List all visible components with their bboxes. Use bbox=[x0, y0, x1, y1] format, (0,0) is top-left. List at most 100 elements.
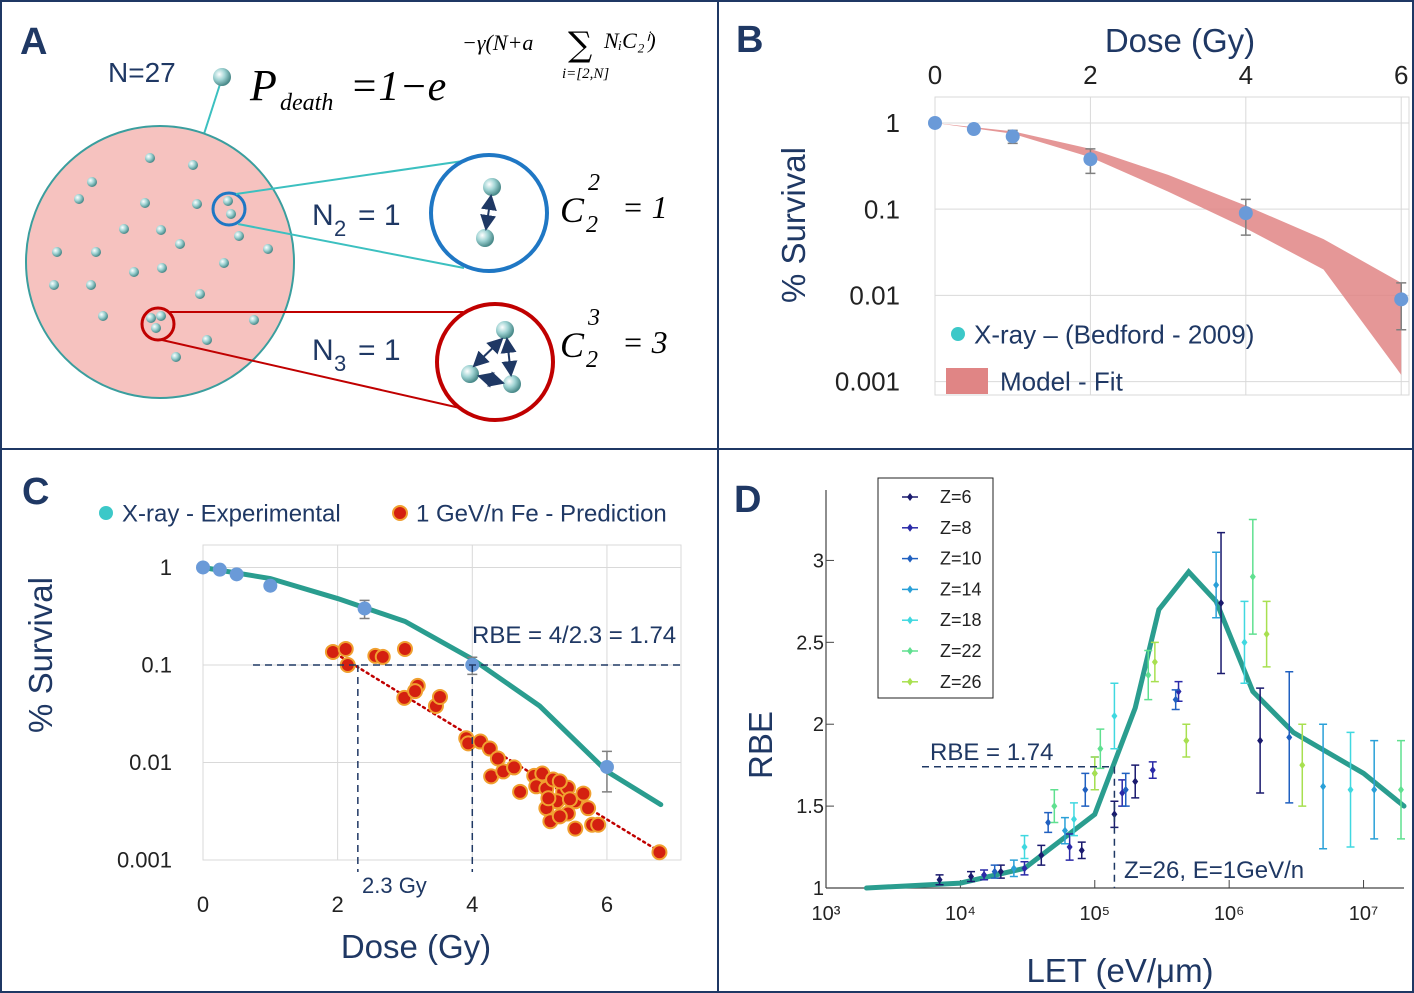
panel-label: C bbox=[22, 471, 49, 513]
point bbox=[407, 683, 424, 700]
point bbox=[540, 790, 557, 807]
y-tick-label: 0.001 bbox=[835, 367, 900, 397]
point bbox=[651, 844, 668, 861]
point bbox=[1021, 843, 1028, 852]
point bbox=[1183, 736, 1190, 745]
c-sub: 2 bbox=[586, 347, 598, 373]
y-tick-label: 0.1 bbox=[141, 653, 172, 678]
point bbox=[1263, 630, 1270, 639]
legend-swatch bbox=[907, 493, 913, 501]
point bbox=[337, 640, 354, 657]
formula-summand: NᵢC₂ⁱ) bbox=[603, 28, 656, 53]
point bbox=[567, 820, 584, 837]
legend-label: X-ray - Experimental bbox=[122, 501, 341, 528]
point bbox=[1038, 851, 1045, 860]
point bbox=[1082, 785, 1089, 794]
point bbox=[506, 759, 523, 776]
particle bbox=[476, 229, 494, 247]
x-tick-label: 2 bbox=[1083, 60, 1097, 90]
point bbox=[551, 808, 568, 825]
n-sub: 2 bbox=[334, 216, 346, 241]
legend-swatch bbox=[907, 647, 913, 655]
y-tick-label: 3 bbox=[813, 550, 824, 572]
point bbox=[997, 867, 1004, 876]
point bbox=[1010, 864, 1017, 873]
formula-range: i=[2,N] bbox=[562, 66, 609, 82]
formula-exponent: −γ(N+a bbox=[462, 30, 533, 55]
x-axis-title: LET (eV/μm) bbox=[1026, 952, 1213, 989]
y-tick-label: 1 bbox=[160, 555, 172, 580]
point bbox=[1083, 152, 1098, 167]
legend-swatch bbox=[951, 327, 965, 341]
c-sub: 2 bbox=[586, 212, 598, 238]
point bbox=[551, 773, 568, 790]
formula-sum: ∑ bbox=[568, 25, 592, 65]
particle bbox=[91, 247, 101, 257]
c-rhs: = 1 bbox=[622, 189, 668, 225]
y-tick-label: 1.5 bbox=[796, 796, 824, 818]
arrow bbox=[500, 337, 518, 377]
legend-label: Model - Fit bbox=[1000, 366, 1124, 396]
point bbox=[1241, 638, 1248, 647]
legend-swatch bbox=[907, 585, 913, 594]
legend-swatch bbox=[907, 677, 913, 686]
count-label: N=27 bbox=[108, 57, 176, 88]
particle bbox=[86, 280, 96, 290]
point bbox=[229, 567, 244, 582]
particle bbox=[171, 352, 181, 362]
point bbox=[1218, 599, 1225, 608]
zoom-line bbox=[235, 159, 471, 195]
point bbox=[1213, 580, 1220, 589]
x-tick-label: 10³ bbox=[812, 903, 841, 925]
zoom-ring bbox=[211, 191, 247, 227]
particle bbox=[156, 311, 166, 321]
zoom-line bbox=[237, 223, 465, 269]
point bbox=[575, 785, 592, 802]
y-axis-title: RBE bbox=[742, 711, 779, 779]
point bbox=[1347, 785, 1354, 794]
point bbox=[928, 115, 942, 130]
point bbox=[1320, 782, 1327, 791]
point bbox=[1257, 736, 1264, 745]
legend-label: Z=8 bbox=[940, 518, 972, 538]
panel-label: D bbox=[734, 479, 761, 521]
point bbox=[263, 578, 278, 593]
particle bbox=[223, 196, 233, 206]
x-tick-label: 0 bbox=[197, 892, 209, 917]
point bbox=[1005, 129, 1020, 144]
y-tick-label: 1 bbox=[813, 878, 824, 900]
point bbox=[599, 759, 614, 774]
c-sup: 3 bbox=[587, 305, 600, 331]
particle bbox=[175, 239, 185, 249]
point bbox=[561, 791, 578, 808]
particle bbox=[192, 199, 202, 209]
particle bbox=[195, 289, 205, 299]
c-sup: 2 bbox=[588, 170, 600, 196]
particle bbox=[151, 323, 161, 333]
panel-label: B bbox=[736, 19, 763, 61]
annotation: 2.3 Gy bbox=[362, 873, 427, 898]
legend-label: Z=22 bbox=[940, 641, 982, 661]
zoom-line bbox=[161, 339, 461, 409]
point bbox=[1398, 785, 1405, 794]
y-tick-label: 1 bbox=[886, 108, 900, 138]
particle bbox=[249, 315, 259, 325]
panel-a: A N=27 P death =1−e −γ(N+a ∑ NᵢC₂ⁱ) i=[2… bbox=[20, 21, 668, 422]
particle bbox=[219, 258, 229, 268]
formula-lhs: P bbox=[249, 61, 277, 110]
y-tick-label: 0.01 bbox=[129, 750, 172, 775]
particle bbox=[188, 160, 198, 170]
point bbox=[1249, 572, 1256, 581]
legend-label: Z=10 bbox=[940, 549, 982, 569]
x-axis-title: Dose (Gy) bbox=[341, 928, 491, 965]
particles bbox=[49, 153, 273, 362]
particle bbox=[263, 244, 273, 254]
zoom-circle bbox=[435, 302, 555, 422]
particle bbox=[87, 177, 97, 187]
point bbox=[1066, 843, 1073, 852]
legend-swatch bbox=[99, 506, 113, 520]
x-tick-label: 4 bbox=[466, 892, 478, 917]
point bbox=[981, 870, 988, 879]
formula-sub: death bbox=[280, 90, 333, 116]
